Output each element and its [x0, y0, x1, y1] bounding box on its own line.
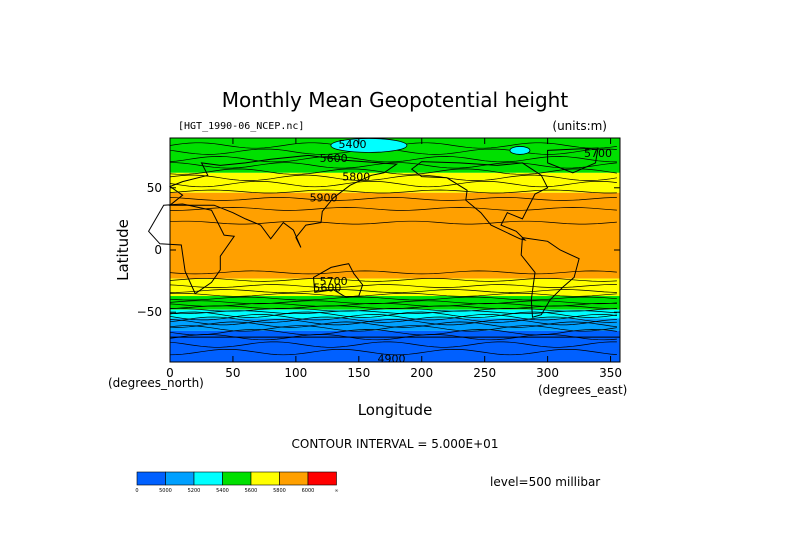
colorbar-tick-0: 0: [135, 488, 138, 494]
contour-line-24: [169, 316, 617, 323]
colorbar-tick-1: 5000: [159, 488, 172, 494]
x-tick-label-5: 250: [473, 366, 496, 380]
x-axis-label: Longitude: [358, 401, 433, 419]
contour-label-6: 5700: [320, 275, 348, 288]
colorbar-tick-2: 5200: [188, 488, 201, 494]
chart-title: Monthly Mean Geopotential height: [222, 88, 569, 112]
x-tick-label-1: 50: [225, 366, 240, 380]
contour-line-27: [169, 325, 617, 332]
contour-line-15: [169, 292, 617, 297]
file-label: [HGT_1990-06_NCEP.nc]: [178, 121, 304, 132]
coastline-1: [168, 154, 399, 248]
contour-line-13: [169, 284, 617, 288]
contour-line-3: [170, 162, 617, 169]
contour-line-9: [170, 207, 617, 211]
colorbar-swatch-6: [307, 471, 337, 486]
contour-interval-label: CONTOUR INTERVAL = 5.000E+01: [292, 437, 499, 451]
contour-label-5: 5600: [313, 281, 341, 294]
contour-line-5: [169, 174, 617, 181]
polar-low-small: [509, 146, 531, 155]
colorbar-tick-7: ∞: [334, 488, 338, 494]
units-label: (units:m): [552, 119, 607, 133]
contour-line-14: [169, 289, 617, 293]
color-band-2: [170, 192, 620, 279]
contour-line-25: [169, 319, 617, 326]
contour-label-0: 5400: [339, 138, 367, 151]
colorbar-tick-3: 5400: [216, 488, 229, 494]
x-tick-label-2: 100: [284, 366, 307, 380]
colorbar-tick-4: 5600: [245, 488, 258, 494]
colorbar-tick-6: 6000: [302, 488, 315, 494]
colorbar-swatch-5: [279, 471, 309, 486]
contour-line-16: [169, 296, 617, 301]
contour-line-23: [169, 314, 617, 321]
y-tick-label-2: −50: [137, 305, 162, 319]
coastline-2: [312, 263, 364, 298]
contour-label-4: 5900: [310, 192, 338, 205]
contour-line-30: [169, 341, 617, 348]
contour-line-4: [169, 168, 617, 175]
colorbar-tick-5: 5800: [273, 488, 286, 494]
axis-ticks: 0 50 100 150 200 250 300 350 50 0 −50: [137, 138, 622, 380]
y-units-label: (degrees_north): [108, 376, 204, 390]
contour-line-2: [169, 156, 617, 163]
coastline-3: [410, 161, 549, 241]
contour-label-1: 5600: [320, 152, 348, 165]
contour-line-8: [169, 197, 617, 201]
colorbar-swatch-4: [250, 471, 280, 486]
coastline-5: [547, 147, 599, 174]
contour-line-6: [169, 180, 617, 188]
x-tick-label-0: 0: [166, 366, 174, 380]
colorbar-swatch-0: [136, 471, 166, 486]
y-axis-label: Latitude: [114, 219, 132, 281]
y-tick-label-1: 0: [154, 243, 162, 257]
x-tick-label-4: 200: [410, 366, 433, 380]
level-label: level=500 millibar: [490, 475, 600, 489]
contour-label-3: 5800: [342, 171, 370, 184]
x-tick-label-3: 150: [347, 366, 370, 380]
colorbar-swatch-3: [222, 471, 252, 486]
x-tick-label-7: 350: [599, 366, 622, 380]
contour-label-2: 5700: [584, 147, 612, 160]
contour-line-31: [169, 348, 617, 356]
contour-label-7: 4900: [378, 352, 406, 365]
x-tick-label-6: 300: [536, 366, 559, 380]
color-band-1: [170, 172, 620, 193]
contour-line-12: [169, 278, 617, 282]
y-tick-label-0: 50: [147, 181, 162, 195]
contour-line-10: [169, 220, 617, 225]
coastline-4: [520, 237, 580, 318]
contour-line-29: [169, 334, 617, 341]
contour-line-17: [169, 300, 617, 305]
colorbar-swatch-2: [193, 471, 223, 486]
colorbar-swatch-1: [165, 471, 195, 486]
colorbar: 0 5000 5200 5400 5600 5800 6000 ∞: [135, 471, 339, 494]
x-units-label: (degrees_east): [538, 383, 627, 397]
color-band-3: [170, 278, 620, 297]
contour-line-11: [169, 270, 617, 275]
